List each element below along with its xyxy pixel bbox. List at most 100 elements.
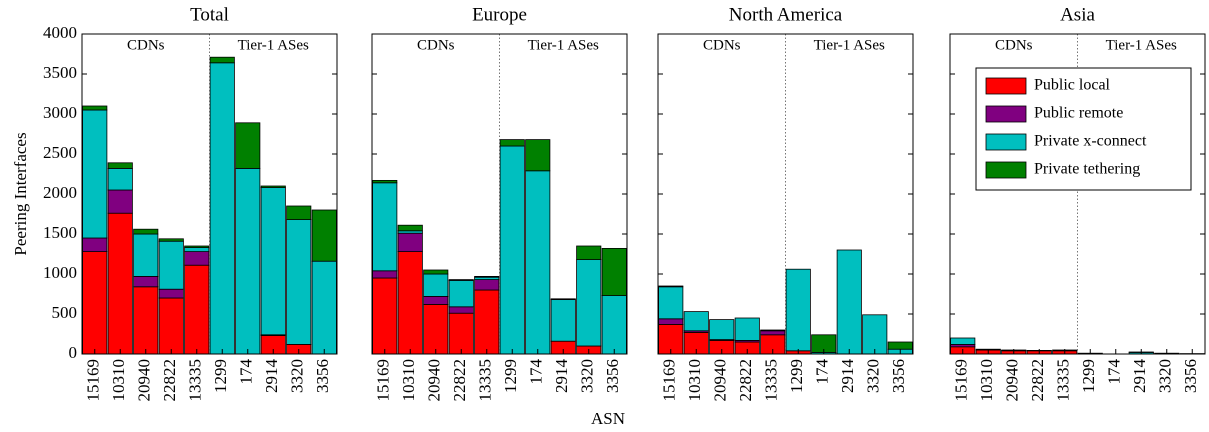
x-tick-label: 13335 [1054,359,1073,402]
y-tick-label: 0 [69,343,78,362]
bar-segment [525,170,551,355]
bar-segment [576,245,602,261]
bar-segment [158,240,184,290]
bar-segment [550,298,576,300]
group-label: Tier-1 ASes [814,37,885,53]
bar-segment [862,314,888,355]
plot-frame [371,33,628,355]
bar-segment [474,279,500,291]
bar-segment [82,251,108,355]
bar-segment [709,319,735,341]
x-tick-label: 1299 [1079,359,1098,393]
group-label: Tier-1 ASes [1106,37,1177,53]
bar-segment [260,187,286,336]
bar-segment [311,260,337,355]
legend-swatch [985,77,1027,95]
x-tick-label: 20940 [1003,359,1022,402]
group-label: Tier-1 ASes [238,37,309,53]
legend-label: Private tethering [1034,161,1140,178]
x-tick-label: 10310 [109,359,128,402]
bar-segment [448,306,474,314]
bar-segment [474,275,500,278]
bar-segment [260,185,286,188]
x-tick-label: 174 [527,359,546,385]
x-axis-label: ASN [591,409,625,428]
bar-segment [286,205,312,220]
bar-segment [133,233,159,277]
bar-segment [372,270,398,279]
bar-segment [734,317,760,341]
bar-segment [499,145,525,355]
x-tick-label: 22822 [1028,359,1047,402]
bar-segment [423,303,449,355]
legend-label: Private x-connect [1034,133,1147,150]
bar-segment [133,286,159,355]
x-tick-label: 15169 [374,359,393,402]
legend-swatch [985,133,1027,151]
bar-segment [209,62,235,355]
legend-swatch [985,161,1027,179]
x-tick-label: 2914 [1130,359,1149,394]
bar-segment [576,259,602,347]
y-tick-label: 500 [52,303,78,322]
x-tick-label: 15169 [660,359,679,402]
bar-segment [133,228,159,235]
x-tick-label: 3356 [603,359,622,393]
y-tick-label: 2000 [43,183,77,202]
bar-segment [107,189,133,214]
legend: Public local Public remote Private x-conne… [975,67,1192,191]
group-label: CDNs [417,37,455,53]
y-tick-label: 3500 [43,63,77,82]
x-tick-label: 2914 [262,359,281,394]
bar-segment [158,297,184,355]
bar-segment [184,245,210,248]
plot-frame [81,33,338,355]
bar-segment [683,311,709,332]
bar-segment [286,219,312,345]
x-tick-label: 174 [237,359,256,385]
bar-segment [372,277,398,355]
x-tick-label: 3356 [1181,359,1200,393]
bar-segment [423,273,449,297]
x-tick-label: 22822 [160,359,179,402]
bar-segment [448,279,474,281]
x-tick-label: 20940 [711,359,730,402]
x-tick-label: 20940 [135,359,154,402]
bar-segment [158,288,184,299]
bar-segment [950,337,976,345]
bar-segment [372,182,398,272]
x-tick-label: 3320 [864,359,883,393]
panel-title: Total [190,4,229,25]
bar-segment [82,109,108,239]
plot-frame [657,33,914,355]
x-tick-label: 3320 [1156,359,1175,393]
bar-segment [658,285,684,288]
legend-label: Public remote [1034,105,1123,122]
bar-segment [836,249,862,355]
bar-segment [209,56,235,64]
bar-segment [423,295,449,305]
panel-title: North America [729,4,843,25]
bar-segment [133,275,159,288]
bar-segment [448,279,474,308]
x-tick-label: 174 [813,359,832,385]
bar-segment [550,299,576,342]
legend-label: Public local [1034,77,1111,94]
bar-segment [423,269,449,275]
bar-segment [525,139,551,172]
panel-title: Europe [472,4,527,25]
bar-segment [235,122,261,169]
x-tick-label: 20940 [425,359,444,402]
group-label: CDNs [995,37,1033,53]
x-tick-label: 22822 [736,359,755,402]
bar-segment [760,329,786,332]
bar-segment [601,247,627,296]
x-tick-label: 22822 [450,359,469,402]
bar-segment [397,251,423,355]
group-label: Tier-1 ASes [528,37,599,53]
x-tick-label: 15169 [952,359,971,402]
bar-segment [184,251,210,266]
x-tick-label: 13335 [476,359,495,402]
bar-segment [158,238,184,242]
